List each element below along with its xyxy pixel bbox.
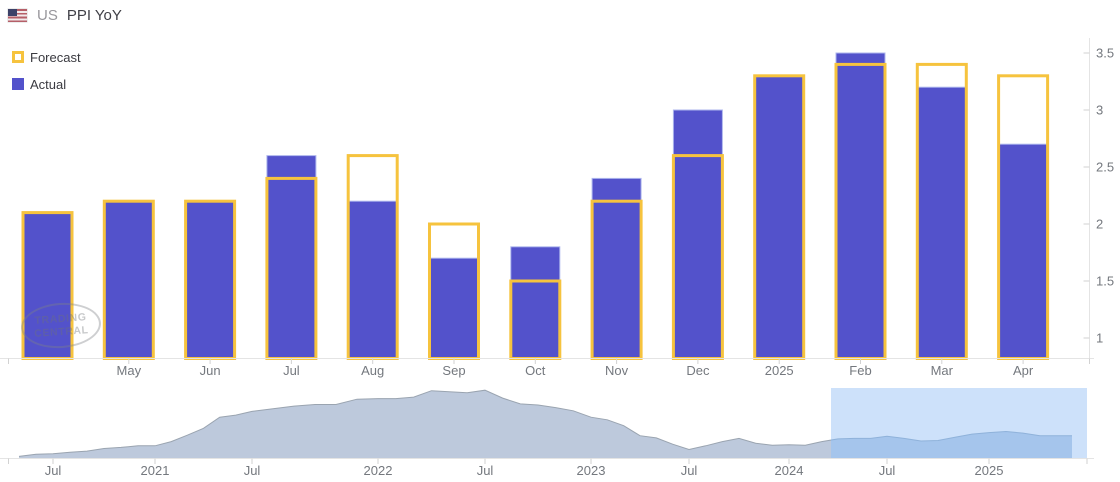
- bar-actual-Jul[interactable]: [267, 156, 316, 359]
- bar-actual-Nov[interactable]: [592, 178, 641, 358]
- bar-actual-Oct[interactable]: [511, 247, 560, 359]
- navigator-axis-label: 2025: [975, 463, 1004, 478]
- country-label: US: [37, 7, 58, 24]
- x-axis-label: Jun: [200, 363, 221, 378]
- x-axis-label: Nov: [605, 363, 629, 378]
- legend-forecast-label: Forecast: [30, 50, 81, 65]
- bars-layer: [23, 53, 1048, 359]
- y-axis-label: 1: [1096, 331, 1103, 346]
- navigator-axis-label: 2024: [775, 463, 804, 478]
- x-axis-label: Aug: [361, 363, 384, 378]
- navigator-axis-label: 2022: [364, 463, 393, 478]
- legend-item-actual[interactable]: Actual: [12, 78, 81, 90]
- x-axis-label: Sep: [442, 363, 465, 378]
- navigator-axis-label: Jul: [879, 463, 896, 478]
- navigator-axis-label: Jul: [681, 463, 698, 478]
- y-axis-label: 2.5: [1096, 160, 1114, 175]
- x-axis-label: Dec: [686, 363, 710, 378]
- bar-actual-Mar[interactable]: [917, 87, 966, 358]
- bar-actual-Sep[interactable]: [430, 258, 479, 358]
- chart-header: US PPI YoY: [8, 7, 122, 24]
- bar-actual-apr[interactable]: [23, 213, 72, 359]
- x-axis-label: Apr: [1013, 363, 1034, 378]
- legend-item-forecast[interactable]: Forecast: [12, 51, 81, 63]
- x-axis-label: 2025: [765, 363, 794, 378]
- bar-actual-2025[interactable]: [755, 76, 804, 359]
- forecast-swatch-icon: [12, 51, 24, 63]
- y-axis-label: 3.5: [1096, 46, 1114, 61]
- bar-actual-May[interactable]: [104, 201, 153, 358]
- page-title: PPI YoY: [67, 7, 122, 24]
- navigator-axis-label: Jul: [244, 463, 261, 478]
- bar-actual-Jun[interactable]: [186, 201, 235, 358]
- navigator-axis-label: 2023: [577, 463, 606, 478]
- legend-actual-label: Actual: [30, 77, 66, 92]
- legend: Forecast Actual: [12, 51, 81, 105]
- navigator-axis-label: 2021: [141, 463, 170, 478]
- bar-actual-Dec[interactable]: [673, 110, 722, 359]
- x-axis-label: Jul: [283, 363, 300, 378]
- y-axis-label: 2: [1096, 217, 1103, 232]
- bar-actual-Apr[interactable]: [999, 144, 1048, 358]
- navigator-axis-label: Jul: [45, 463, 62, 478]
- y-axis-label: 1.5: [1096, 274, 1114, 289]
- x-axis-label: Mar: [931, 363, 954, 378]
- main-chart: 1 1.5 2 2.5 3 3.5 May Jun Jul Aug Sep Oct Nov Dec 2025…: [0, 0, 1120, 482]
- x-axis-label: Oct: [525, 363, 546, 378]
- bar-actual-Aug[interactable]: [348, 201, 397, 358]
- x-axis-label: May: [117, 363, 142, 378]
- us-flag-icon: [8, 9, 27, 22]
- navigator-axis-label: Jul: [477, 463, 494, 478]
- ppi-yoy-widget: { "header": { "country": "US", "indicato…: [0, 0, 1120, 482]
- x-axis-label: Feb: [849, 363, 871, 378]
- actual-swatch-icon: [12, 78, 24, 90]
- bar-actual-Feb[interactable]: [836, 53, 885, 359]
- y-axis-label: 3: [1096, 103, 1103, 118]
